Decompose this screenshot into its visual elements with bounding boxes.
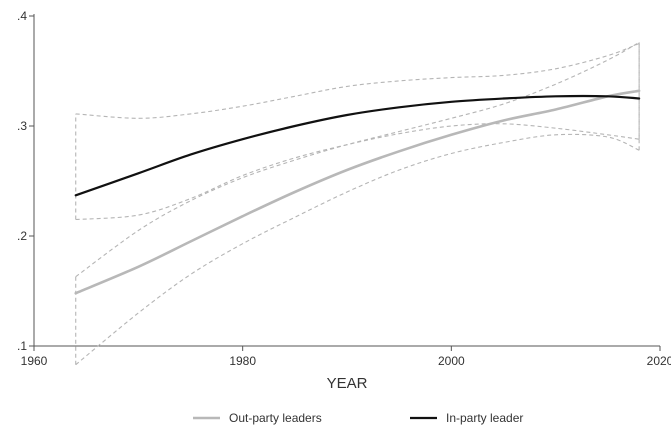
ci-lower-line-1 bbox=[75, 123, 640, 221]
series-line-0 bbox=[74, 89, 641, 295]
series-lines bbox=[74, 89, 641, 295]
y-tick-label: .3 bbox=[17, 119, 27, 133]
ci-lower-line-0 bbox=[75, 133, 640, 366]
x-tick-label: 2000 bbox=[438, 354, 465, 368]
legend-label-0: Out-party leaders bbox=[229, 411, 322, 425]
y-tick-label: .1 bbox=[17, 339, 27, 353]
y-tick-label: .4 bbox=[17, 9, 27, 23]
y-tick-label: .2 bbox=[17, 229, 27, 243]
x-tick-label: 1960 bbox=[21, 354, 48, 368]
legend: Out-party leaders In-party leader bbox=[193, 411, 523, 425]
x-axis-title: YEAR bbox=[327, 375, 368, 392]
axes: .1 .2 .3 .4 1960 1980 2000 2020 YEAR bbox=[17, 9, 671, 392]
x-tick-label: 2020 bbox=[647, 354, 671, 368]
x-tick-label: 1980 bbox=[229, 354, 256, 368]
ci-upper-line-0 bbox=[75, 41, 640, 278]
legend-label-1: In-party leader bbox=[446, 411, 523, 425]
ci-upper-line-1 bbox=[75, 42, 640, 119]
series-line-1 bbox=[74, 94, 641, 197]
confidence-bands bbox=[75, 41, 640, 366]
